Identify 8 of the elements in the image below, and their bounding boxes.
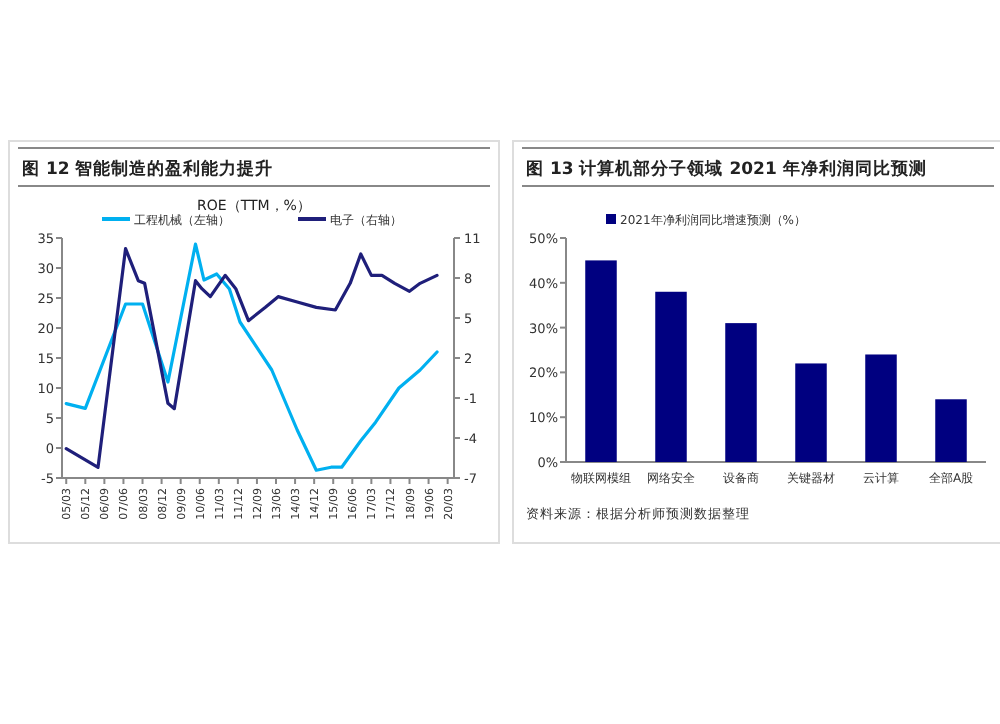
bar: [725, 323, 757, 462]
bar: [935, 399, 967, 462]
bar: [865, 354, 897, 462]
chart-title: 图 13 计算机部分子领域 2021 年净利润同比预测: [526, 158, 927, 180]
bar: [585, 260, 617, 462]
chart-title: 图 12 智能制造的盈利能力提升: [22, 158, 274, 180]
bar: [795, 363, 827, 462]
bar: [655, 291, 687, 462]
